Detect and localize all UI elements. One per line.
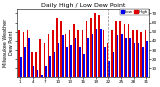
Legend: Low, High: Low, High (120, 9, 149, 15)
Y-axis label: Milwaukee Weather
Dew Point: Milwaukee Weather Dew Point (3, 19, 14, 67)
Bar (128, 24, 129, 77)
Bar (62, 35, 64, 77)
Bar (44, 43, 45, 77)
Bar (69, 30, 71, 77)
Bar (75, 38, 76, 77)
Bar (65, 34, 66, 77)
Bar (31, 52, 33, 77)
Bar (58, 43, 60, 77)
Bar (140, 32, 142, 77)
Bar (48, 34, 49, 77)
Bar (138, 43, 139, 77)
Bar (132, 30, 134, 77)
Bar (52, 30, 54, 77)
Bar (142, 47, 144, 77)
Bar (23, 32, 24, 77)
Bar (18, 30, 20, 77)
Bar (27, 30, 28, 77)
Bar (79, 47, 80, 77)
Bar (87, 38, 89, 77)
Bar (117, 35, 118, 77)
Bar (113, 52, 114, 77)
Bar (103, 30, 104, 77)
Bar (86, 21, 87, 77)
Bar (60, 21, 62, 77)
Bar (108, 61, 110, 77)
Bar (134, 43, 135, 77)
Bar (66, 47, 68, 77)
Bar (90, 18, 92, 77)
Bar (54, 52, 55, 77)
Bar (28, 38, 30, 77)
Bar (94, 13, 96, 77)
Bar (107, 43, 108, 77)
Bar (56, 18, 58, 77)
Bar (24, 47, 26, 77)
Bar (92, 34, 93, 77)
Bar (33, 66, 34, 77)
Bar (73, 24, 75, 77)
Bar (121, 34, 123, 77)
Bar (115, 21, 117, 77)
Bar (49, 56, 51, 77)
Bar (96, 29, 97, 77)
Bar (129, 38, 131, 77)
Title: Daily High / Low Dew Point: Daily High / Low Dew Point (41, 3, 125, 8)
Bar (77, 30, 79, 77)
Bar (41, 75, 43, 77)
Bar (124, 24, 125, 77)
Bar (35, 52, 37, 77)
Bar (145, 30, 146, 77)
Bar (136, 30, 138, 77)
Bar (71, 45, 72, 77)
Bar (104, 47, 106, 77)
Bar (111, 30, 113, 77)
Bar (37, 70, 38, 77)
Bar (146, 41, 148, 77)
Bar (20, 57, 22, 77)
Bar (45, 66, 47, 77)
Bar (100, 29, 102, 77)
Bar (39, 39, 41, 77)
Bar (119, 21, 121, 77)
Bar (82, 30, 83, 77)
Bar (98, 15, 100, 77)
Bar (125, 38, 127, 77)
Bar (83, 54, 85, 77)
